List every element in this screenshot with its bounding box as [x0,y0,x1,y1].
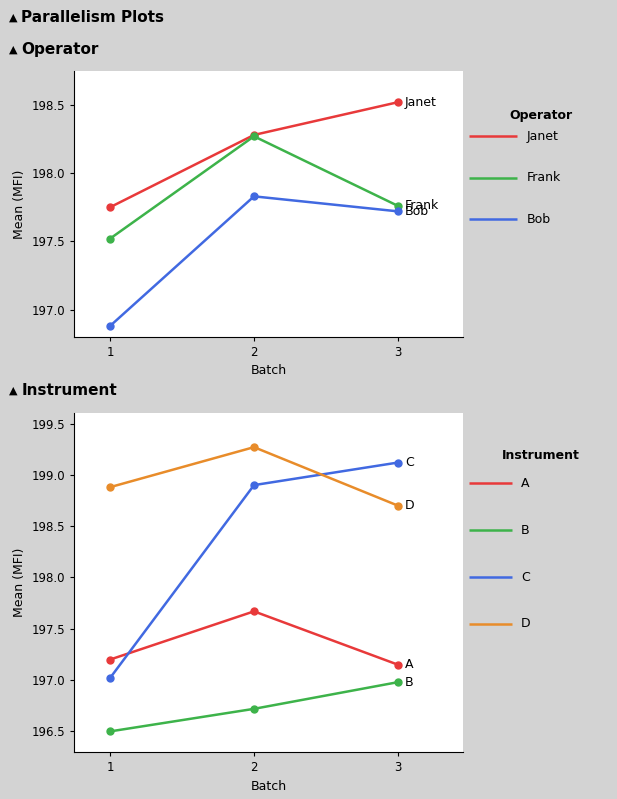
Text: B: B [521,523,529,537]
Text: C: C [521,570,529,583]
Text: Bob: Bob [405,205,429,218]
Text: Instrument: Instrument [502,449,580,462]
Text: Frank: Frank [405,200,439,213]
Text: Instrument: Instrument [22,383,117,398]
Text: Janet: Janet [405,96,437,109]
Text: Bob: Bob [527,213,551,226]
Text: D: D [521,618,531,630]
X-axis label: Batch: Batch [251,780,286,793]
Text: A: A [405,658,413,671]
Text: ▲: ▲ [9,12,18,22]
Text: D: D [405,499,415,512]
Text: ▲: ▲ [9,385,18,396]
Text: Frank: Frank [527,171,561,185]
Text: Operator: Operator [22,42,99,58]
Text: B: B [405,676,413,689]
Text: ▲: ▲ [9,45,18,55]
Text: Parallelism Plots: Parallelism Plots [22,10,164,25]
Text: Janet: Janet [527,129,558,143]
Text: C: C [405,456,413,469]
Text: Operator: Operator [510,109,573,121]
Text: A: A [521,477,529,490]
Y-axis label: Mean (MFI): Mean (MFI) [13,548,26,618]
X-axis label: Batch: Batch [251,364,286,377]
Y-axis label: Mean (MFI): Mean (MFI) [13,169,26,239]
